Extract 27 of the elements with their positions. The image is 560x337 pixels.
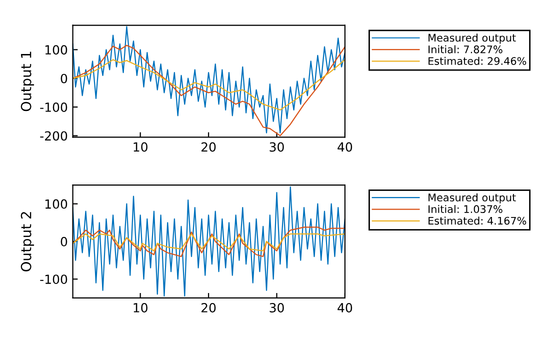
- legend-label: Measured output: [428, 193, 516, 204]
- x-tick-label: 40: [338, 302, 352, 312]
- y-axis-title: Output 1: [20, 52, 34, 112]
- legend-label: Estimated: 4.167%: [428, 216, 526, 225]
- y-tick-label: 100: [45, 45, 68, 55]
- legend-label: Initial: 7.827%: [428, 45, 502, 54]
- legend-label: Initial: 1.037%: [428, 204, 502, 214]
- x-tick-label: 30: [270, 142, 284, 152]
- y-axis-title: Output 2: [20, 212, 34, 272]
- line-series: [72, 233, 345, 252]
- x-tick-label: 30: [270, 302, 284, 312]
- legend-label: Measured output: [428, 34, 516, 44]
- y-tick-label: 100: [45, 199, 68, 209]
- legend-label: Estimated: 29.46%: [428, 56, 526, 65]
- y-tick-label: -100: [40, 102, 68, 112]
- line-series: [72, 59, 345, 110]
- x-tick-label: 20: [202, 142, 216, 152]
- line-series: [72, 226, 345, 258]
- x-tick-label: 10: [134, 302, 148, 312]
- line-series: [72, 186, 345, 297]
- y-tick-label: 0: [60, 74, 68, 84]
- x-tick-label: 40: [338, 142, 352, 152]
- y-tick-label: -100: [40, 274, 68, 284]
- y-tick-label: 0: [60, 236, 68, 246]
- x-tick-label: 20: [202, 302, 216, 312]
- y-tick-label: -200: [40, 131, 68, 141]
- x-tick-label: 10: [134, 142, 148, 152]
